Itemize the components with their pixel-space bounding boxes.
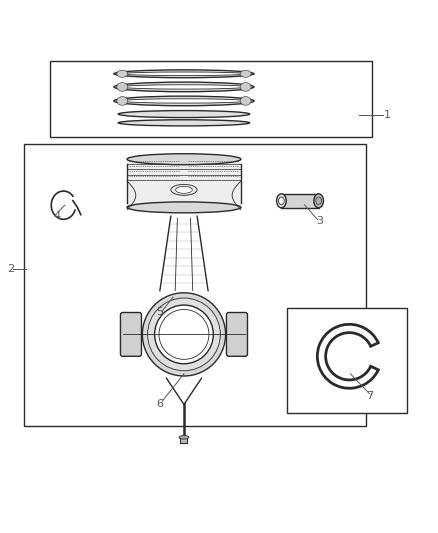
Circle shape: [155, 305, 213, 364]
Ellipse shape: [179, 435, 189, 439]
Ellipse shape: [114, 82, 254, 92]
Circle shape: [159, 310, 209, 359]
Text: 2: 2: [7, 264, 14, 273]
Ellipse shape: [118, 120, 250, 126]
Bar: [281, 194, 318, 208]
Ellipse shape: [171, 184, 197, 195]
Circle shape: [148, 298, 220, 371]
Ellipse shape: [240, 83, 251, 91]
Ellipse shape: [176, 187, 192, 193]
Ellipse shape: [314, 194, 323, 208]
Bar: [287, 308, 407, 413]
Text: 7: 7: [367, 391, 374, 401]
Text: 4: 4: [53, 211, 60, 221]
Bar: [24, 144, 366, 426]
Text: 6: 6: [156, 399, 163, 409]
FancyBboxPatch shape: [226, 312, 247, 356]
Ellipse shape: [127, 202, 241, 213]
Ellipse shape: [121, 99, 247, 103]
Text: 3: 3: [316, 215, 323, 225]
Bar: [180, 437, 187, 442]
Ellipse shape: [114, 96, 254, 106]
FancyBboxPatch shape: [120, 312, 141, 356]
Ellipse shape: [114, 70, 254, 78]
Text: 1: 1: [384, 110, 391, 120]
Ellipse shape: [121, 85, 247, 89]
Bar: [127, 159, 241, 207]
Circle shape: [142, 293, 226, 376]
Ellipse shape: [117, 83, 128, 91]
Ellipse shape: [117, 70, 128, 77]
Text: 5: 5: [156, 308, 163, 318]
Ellipse shape: [277, 194, 286, 208]
Ellipse shape: [121, 72, 247, 76]
Ellipse shape: [118, 110, 250, 118]
Ellipse shape: [117, 96, 128, 106]
Bar: [50, 61, 372, 138]
Ellipse shape: [279, 197, 284, 205]
Ellipse shape: [127, 154, 241, 165]
Ellipse shape: [240, 96, 251, 106]
Ellipse shape: [316, 197, 321, 205]
Ellipse shape: [240, 70, 251, 77]
